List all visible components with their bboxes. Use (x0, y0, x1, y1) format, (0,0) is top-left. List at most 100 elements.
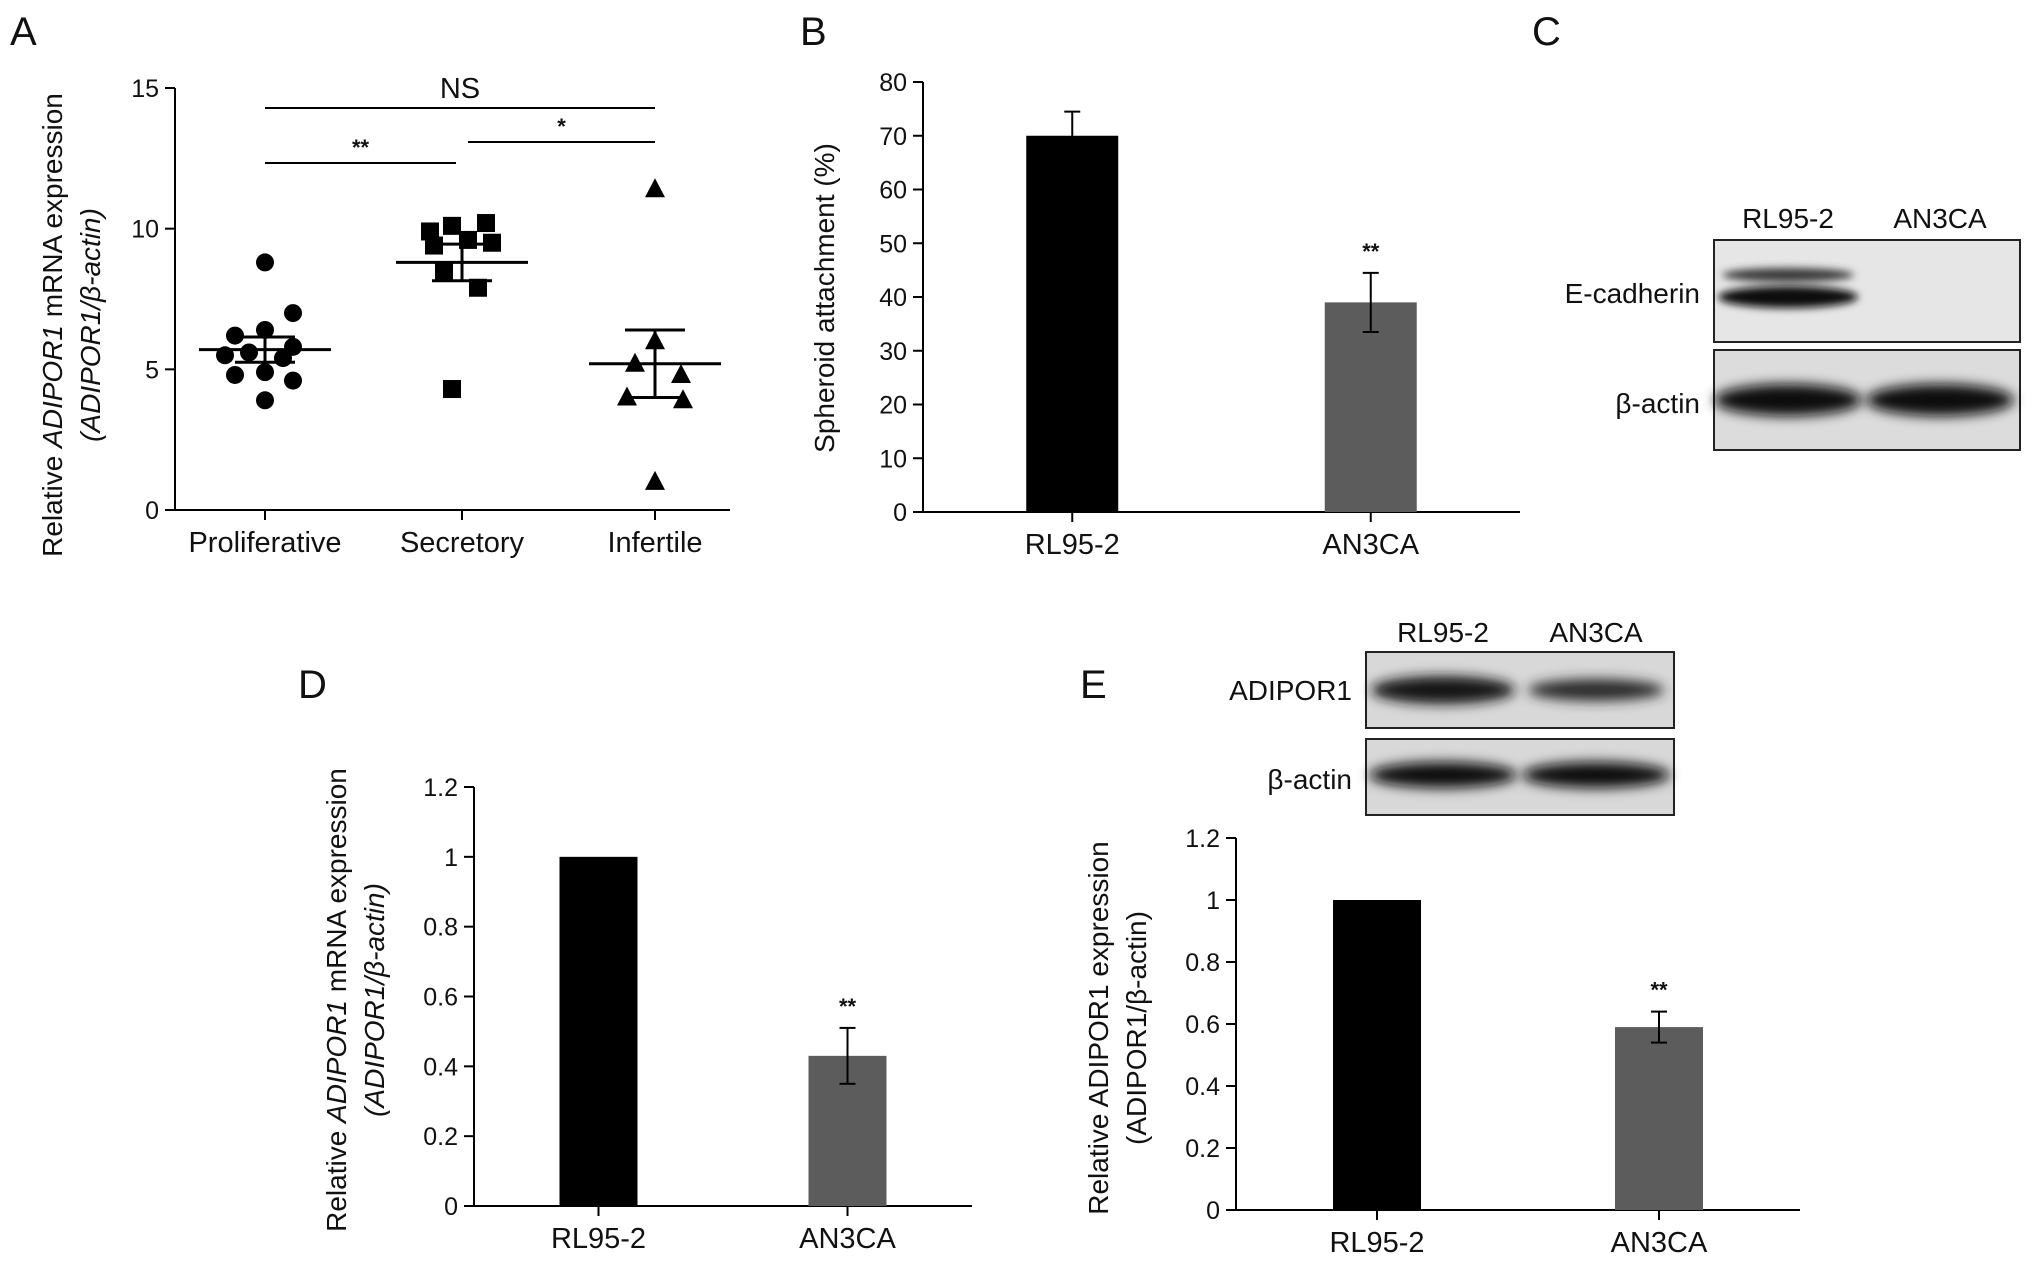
chart-b-bar-1 (1026, 135, 1119, 512)
chart-b-significance-2: ** (1362, 239, 1380, 264)
blot-e-row-1: ADIPOR1 (1229, 675, 1352, 706)
chart-a-x-tick-label-1: Proliferative (188, 527, 341, 559)
chart-d-y-tick-label-1: 0.2 (423, 1123, 458, 1151)
chart-a-point-1-1 (256, 253, 274, 272)
blot-e-band-adipor1-1 (1371, 676, 1515, 704)
chart-b-x-tick-label-2: AN3CA (1322, 529, 1419, 561)
chart-a-y-tick-label-1: 5 (145, 356, 159, 384)
chart-a-comparison-label-2: ** (352, 135, 370, 160)
chart-d-bar-1 (559, 856, 638, 1206)
chart-a-y-tick-label-0: 0 (145, 497, 159, 525)
panel-letter-c: C (1532, 10, 1561, 54)
chart-a-ylabel-post: mRNA expression (37, 93, 68, 325)
chart-d-y-tick-label-2: 0.4 (423, 1053, 458, 1081)
chart-a-point-3-4 (671, 363, 691, 383)
chart-a-scatter: Relative ADIPOR1 mRNA expression (ADIPOR… (37, 73, 730, 559)
chart-a-ylabel-gene: ADIPOR1 (37, 325, 68, 450)
chart-b-x-tick-label-1: RL95-2 (1025, 529, 1120, 561)
chart-e-y-tick-label-0: 0 (1206, 1197, 1220, 1225)
blot-e-row-2: β-actin (1267, 764, 1352, 795)
chart-a-point-1-2 (284, 304, 302, 323)
chart-b-y-tick-label-7: 70 (879, 123, 907, 151)
chart-a-point-1-8 (274, 349, 292, 368)
chart-d-bar: Relative ADIPOR1 mRNA expression (ADIPOR… (321, 768, 972, 1255)
chart-d-x-tick-label-2: AN3CA (799, 1223, 896, 1255)
chart-a-point-2-2 (477, 214, 495, 233)
blot-e-band-adipor1-2 (1528, 679, 1664, 701)
blot-c: RL95-2 AN3CA E-cadherin β-actin (1565, 203, 2021, 451)
chart-a-point-2-3 (421, 222, 439, 241)
chart-b-y-tick-label-2: 20 (879, 392, 907, 420)
chart-b-y-tick-label-4: 40 (879, 284, 907, 312)
chart-e-ylabel-line1: Relative ADIPOR1 expression (1083, 841, 1114, 1215)
chart-a-ylabel-pre: Relative (37, 448, 68, 557)
panel-letter-d: D (298, 663, 327, 707)
chart-b-y-tick-label-3: 30 (879, 338, 907, 366)
blot-e: RL95-2 AN3CA ADIPOR1 β-actin (1229, 617, 1675, 816)
chart-d-y-tick-label-3: 0.6 (423, 984, 458, 1012)
blot-e-band-actin-1 (1369, 762, 1517, 788)
blot-c-band-ecad-upper (1722, 268, 1854, 282)
panel-letter-b: B (800, 10, 827, 54)
chart-e-y-tick-label-3: 0.6 (1185, 1011, 1220, 1039)
chart-a-point-1-6 (240, 343, 258, 362)
chart-a-point-2-9 (443, 380, 461, 399)
chart-a-point-3-1 (645, 178, 665, 198)
chart-a-ylabel-line2: (ADIPOR1/β-actin) (75, 208, 106, 442)
chart-a-ylabel-line1: Relative ADIPOR1 mRNA expression (37, 93, 68, 557)
blot-e-lane-2: AN3CA (1549, 617, 1643, 648)
chart-e-bar-2 (1615, 1027, 1703, 1210)
blot-c-band-actin-2 (1866, 384, 2014, 416)
chart-b-y-tick-label-6: 60 (879, 177, 907, 205)
chart-a-x-tick-label-2: Secretory (400, 527, 525, 559)
chart-e-y-tick-label-5: 1 (1206, 887, 1220, 915)
chart-e-y-tick-label-1: 0.2 (1185, 1135, 1220, 1163)
blot-c-lane-2: AN3CA (1893, 203, 1987, 234)
chart-d-ylabel-pre: Relative (321, 1123, 352, 1232)
chart-d-ylabel-line1: Relative ADIPOR1 mRNA expression (321, 768, 352, 1232)
chart-e-ylabel-line2: (ADIPOR1/β-actin) (1121, 911, 1152, 1145)
chart-b-y-tick-label-8: 80 (879, 69, 907, 97)
chart-d-y-tick-label-0: 0 (444, 1193, 458, 1221)
chart-b-bar: Spheroid attachment (%) 0 10 20 30 40 50 60 70 8… (809, 69, 1520, 561)
chart-a-x-tick-label-3: Infertile (607, 527, 702, 559)
chart-e-significance-2: ** (1650, 978, 1668, 1003)
chart-b-y-tick-label-1: 10 (879, 445, 907, 473)
panel-letter-e: E (1080, 663, 1107, 707)
blot-e-band-actin-2 (1522, 762, 1670, 788)
chart-a-point-1-12 (256, 391, 274, 410)
chart-a-point-2-7 (435, 261, 453, 280)
chart-a-point-2-8 (469, 278, 487, 297)
chart-b-bar-2 (1324, 302, 1417, 512)
chart-e-x-tick-label-1: RL95-2 (1329, 1227, 1424, 1259)
chart-d-ylabel-gene: ADIPOR1 (321, 1000, 352, 1125)
chart-e-x-tick-label-2: AN3CA (1611, 1227, 1708, 1259)
chart-a-comparison-label-3: * (557, 114, 566, 139)
chart-b-y-tick-label-0: 0 (893, 499, 907, 527)
chart-a-point-1-9 (256, 363, 274, 382)
chart-a-point-1-10 (226, 365, 244, 384)
chart-e-y-tick-label-6: 1.2 (1185, 825, 1220, 853)
chart-e-bar-1 (1333, 900, 1421, 1210)
chart-d-x-tick-label-1: RL95-2 (551, 1223, 646, 1255)
chart-e-bar: Relative ADIPOR1 expression (ADIPOR1/β-a… (1083, 825, 1800, 1259)
chart-a-point-1-3 (256, 320, 274, 339)
blot-c-band-actin-1 (1714, 384, 1862, 416)
chart-a-point-2-1 (443, 216, 461, 235)
blot-c-row-2: β-actin (1615, 388, 1700, 419)
chart-d-ylabel-post: mRNA expression (321, 768, 352, 1000)
chart-e-y-tick-label-2: 0.4 (1185, 1073, 1220, 1101)
chart-b-y-tick-label-5: 50 (879, 230, 907, 258)
chart-a-comparison-label-1: NS (440, 73, 480, 105)
chart-d-significance-2: ** (839, 994, 857, 1019)
blot-e-lane-1: RL95-2 (1397, 617, 1489, 648)
panel-letter-a: A (10, 10, 37, 54)
chart-d-y-tick-label-6: 1.2 (423, 774, 458, 802)
blot-c-lane-1: RL95-2 (1742, 203, 1834, 234)
chart-a-y-tick-label-3: 15 (131, 75, 159, 103)
chart-a-y-tick-label-2: 10 (131, 216, 159, 244)
chart-d-y-tick-label-4: 0.8 (423, 914, 458, 942)
chart-d-y-tick-label-5: 1 (444, 844, 458, 872)
chart-d-ylabel-line2: (ADIPOR1/β-actin) (359, 883, 390, 1117)
